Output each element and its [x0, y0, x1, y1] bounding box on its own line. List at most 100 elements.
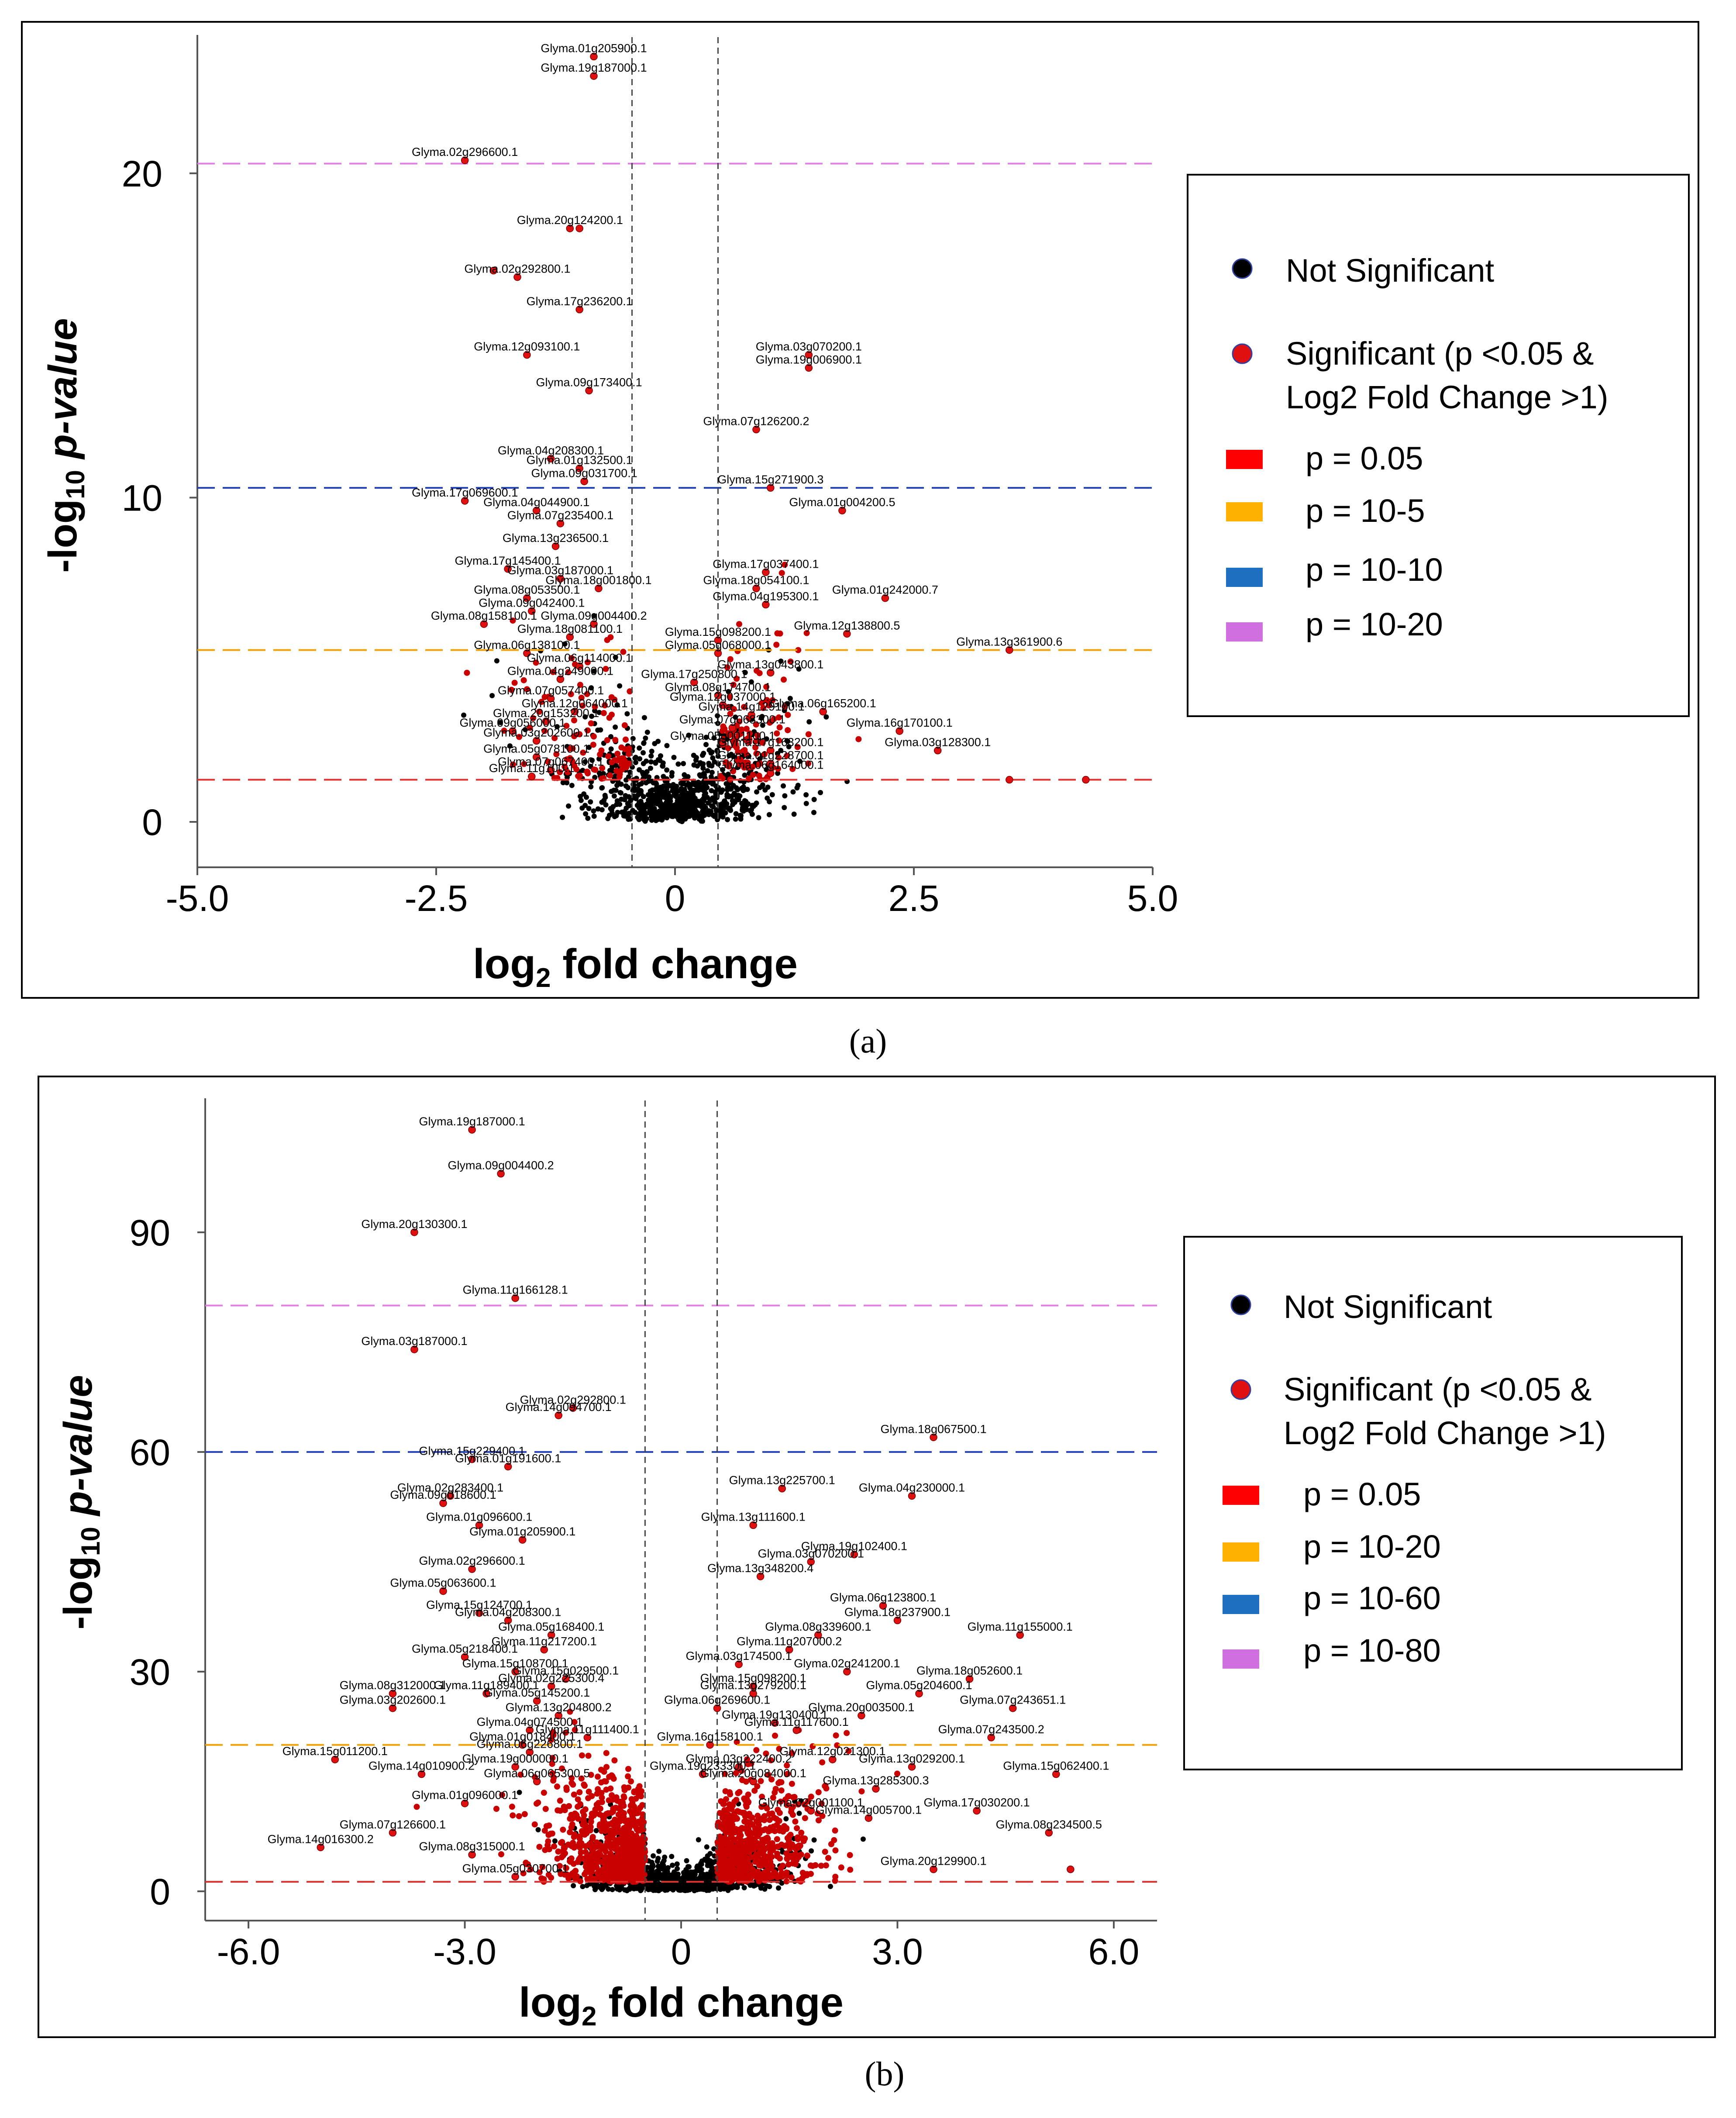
x-tick-label: 3.0: [872, 1931, 923, 1972]
significant-point: [417, 1770, 426, 1778]
point-label: Glyma.04g208300.1: [498, 444, 604, 457]
sig-background-point: [536, 708, 542, 715]
nonsig-point: [582, 714, 588, 720]
nonsig-point: [710, 755, 716, 761]
point-label: Glyma.13g204800.2: [506, 1701, 612, 1714]
sig-background-point: [775, 1843, 782, 1850]
nonsig-point: [700, 766, 706, 771]
sig-background-point: [833, 1732, 839, 1739]
nonsig-point: [696, 780, 701, 785]
sig-background-point: [583, 1869, 589, 1875]
nonsig-point: [610, 811, 615, 816]
point-label: Glyma.06g123800.1: [830, 1591, 936, 1604]
sig-background-point: [723, 1796, 730, 1802]
point-label: Glyma.04g208300.1: [455, 1606, 561, 1619]
point-label: Glyma.20g003500.1: [808, 1701, 914, 1714]
nonsig-point: [682, 811, 688, 817]
nonsig-point: [723, 802, 729, 807]
sig-background-point: [601, 1872, 608, 1879]
nonsig-point: [811, 797, 817, 802]
significant-point: [805, 351, 813, 359]
sig-background-point: [758, 1778, 764, 1784]
sig-background-point: [533, 659, 539, 666]
nonsig-point: [507, 743, 513, 749]
sig-background-point: [598, 1828, 605, 1834]
sig-background-point: [727, 693, 733, 700]
nonsig-point: [461, 712, 467, 718]
sig-background-point: [542, 1806, 549, 1812]
significant-point: [547, 1682, 555, 1690]
sig-background-point: [599, 765, 606, 771]
sig-background-point: [730, 682, 737, 688]
sig-background-point: [776, 724, 783, 731]
sig-background-point: [571, 1791, 577, 1798]
sig-background-point: [855, 736, 862, 742]
sig-background-point: [536, 1869, 543, 1876]
nonsig-point: [742, 773, 747, 778]
sig-background-point: [722, 1828, 729, 1835]
nonsig-point: [674, 1861, 680, 1867]
nonsig-point: [660, 763, 665, 769]
significant-point: [908, 1492, 916, 1500]
significant-point: [747, 711, 755, 719]
sig-background-point: [557, 1808, 564, 1814]
y-tick-label: 20: [122, 153, 162, 194]
sig-background-point: [563, 723, 570, 729]
sig-background-point: [746, 1811, 753, 1817]
sig-background-point: [725, 730, 731, 737]
sig-background-point: [600, 710, 607, 716]
nonsig-point: [827, 1883, 833, 1889]
sig-background-point: [758, 700, 765, 706]
significant-point: [513, 273, 521, 281]
sig-background-point: [722, 1770, 728, 1777]
nonsig-point: [610, 764, 615, 769]
sig-background-point: [754, 1783, 761, 1790]
sig-background-point: [584, 727, 591, 734]
x-tick-label: -2.5: [405, 878, 468, 919]
nonsig-point: [656, 791, 662, 797]
sig-background-point: [802, 1815, 808, 1821]
significant-point: [575, 662, 583, 670]
sig-background-point: [571, 1831, 578, 1838]
sig-background-point: [751, 1787, 758, 1794]
sig-background-point: [626, 1845, 633, 1852]
nonsig-point: [614, 702, 620, 708]
nonsig-point: [623, 793, 628, 798]
sig-background-point: [521, 1811, 528, 1818]
nonsig-point: [664, 767, 670, 773]
point-label: Glyma.02g296600.1: [419, 1554, 525, 1567]
sig-background-point: [548, 1737, 555, 1743]
sig-background-point: [593, 1801, 600, 1808]
sig-background-point: [603, 1787, 610, 1793]
significant-point: [767, 669, 775, 677]
significant-point: [547, 695, 555, 703]
sig-background-point: [804, 1872, 810, 1879]
sig-background-point: [764, 1805, 770, 1812]
nonsig-point: [660, 810, 666, 815]
sig-background-point: [625, 751, 632, 757]
significant-point: [838, 507, 846, 514]
sig-background-point: [759, 739, 766, 746]
point-label: Glyma.18g081100.1: [517, 622, 623, 635]
point-label: Glyma.13g285300.3: [823, 1774, 929, 1787]
point-label: Glyma.07g243500.2: [938, 1723, 1044, 1736]
sig-background-point: [603, 666, 609, 672]
point-label: Glyma.12g037000.1: [670, 690, 776, 704]
point-label: Glyma.09g031700.1: [531, 466, 637, 479]
nonsig-point: [695, 1863, 700, 1869]
nonsig-point: [635, 814, 641, 820]
sig-background-point: [634, 1826, 640, 1833]
sig-background-point: [832, 1827, 838, 1834]
sig-background-point: [716, 1871, 723, 1878]
nonsig-point: [725, 1887, 731, 1893]
nonsig-point: [682, 1887, 687, 1893]
significant-point: [551, 542, 560, 550]
sig-background-point: [787, 1845, 793, 1852]
sig-background-point: [521, 761, 527, 767]
sig-background-point: [768, 1757, 774, 1763]
point-label: Glyma.02g001100.1: [758, 1796, 864, 1809]
nonsig-point: [599, 807, 605, 813]
nonsig-point: [711, 735, 717, 741]
significant-point: [461, 497, 469, 505]
significant-point: [562, 1675, 570, 1683]
